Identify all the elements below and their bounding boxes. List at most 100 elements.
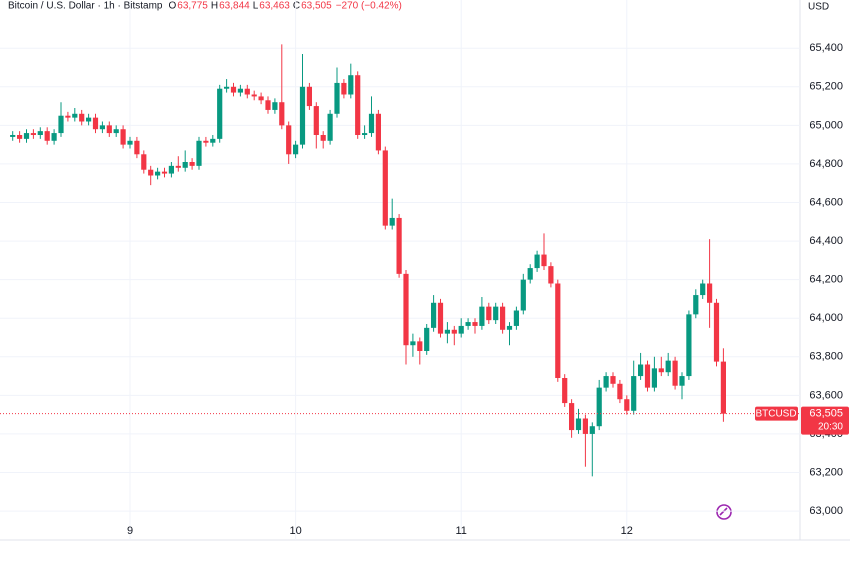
- candle-body: [258, 96, 264, 101]
- candle-body: [396, 217, 402, 274]
- candle-body: [306, 86, 312, 107]
- candle-body: [479, 306, 485, 326]
- candle-body: [575, 418, 582, 431]
- ohlc-h: 63,844: [219, 1, 250, 12]
- candle-body: [465, 322, 471, 326]
- candle-body: [493, 306, 499, 321]
- candle-body: [196, 140, 202, 166]
- candle-body: [134, 140, 140, 155]
- candle-body: [472, 322, 478, 326]
- candle-body: [458, 325, 464, 334]
- candle-body: [355, 75, 361, 135]
- candle-body: [720, 361, 726, 414]
- candle-body: [92, 117, 99, 130]
- candle-body: [610, 376, 616, 384]
- candle-body: [210, 138, 216, 143]
- candle-body: [582, 418, 588, 434]
- candle-body: [603, 376, 609, 388]
- candle-body: [120, 129, 126, 145]
- candle-body: [713, 302, 720, 362]
- candle-body: [658, 368, 664, 373]
- price-tag-label: 63,505: [809, 408, 843, 420]
- candle-body: [700, 283, 706, 296]
- candle-body: [313, 106, 319, 135]
- ohlc-l-label: L: [253, 1, 259, 12]
- y-tick-label: 63,600: [809, 389, 843, 401]
- candle-body: [251, 94, 257, 97]
- price-tag: [801, 406, 849, 435]
- candle-body: [589, 426, 595, 434]
- ohlc-l: 63,463: [259, 1, 290, 12]
- candle-body: [665, 360, 671, 373]
- candle-body: [451, 329, 457, 334]
- candle-body: [596, 387, 602, 427]
- symbol-title: Bitcoin / U.S. Dollar · 1h · Bitstamp: [8, 1, 163, 12]
- y-tick-label: 64,600: [809, 196, 843, 208]
- candle-body: [534, 254, 540, 269]
- candle-body: [244, 88, 250, 95]
- candle-body: [51, 133, 57, 141]
- candle-body: [368, 113, 375, 134]
- candle-body: [155, 171, 161, 176]
- candle-body: [410, 341, 416, 346]
- candle-body: [203, 140, 209, 143]
- candle-body: [299, 86, 306, 145]
- candle-body: [99, 125, 105, 130]
- candle-body: [65, 115, 71, 118]
- y-tick-label: 65,400: [809, 42, 843, 54]
- brand-icon: [716, 504, 732, 520]
- candle-body: [520, 279, 526, 311]
- candle-body: [362, 133, 368, 135]
- candle-body: [113, 129, 119, 134]
- ohlc-c-label: C: [293, 1, 300, 12]
- candle-body: [141, 154, 147, 170]
- candle-body: [265, 100, 271, 110]
- candle-body: [555, 283, 561, 378]
- candle-body: [106, 125, 112, 134]
- candle-body: [189, 162, 195, 166]
- candle-body: [224, 86, 230, 89]
- y-tick-label: 64,400: [809, 235, 843, 247]
- ohlc-o: 63,775: [177, 1, 208, 12]
- candle-body: [444, 329, 450, 334]
- y-tick-label: 63,200: [809, 466, 843, 478]
- candle-body: [417, 341, 423, 351]
- candle-body: [707, 283, 713, 303]
- candle-body: [334, 82, 340, 114]
- candle-body: [327, 113, 333, 141]
- candle-body: [562, 378, 568, 404]
- candle-body: [431, 302, 437, 328]
- y-tick-label: 65,200: [809, 81, 843, 93]
- candle-body: [37, 131, 43, 135]
- candle-body: [17, 135, 23, 139]
- x-tick-label: 11: [455, 525, 466, 537]
- candle-body: [506, 325, 513, 330]
- candle-body: [237, 88, 243, 93]
- candle-body: [175, 165, 181, 168]
- candle-body: [30, 133, 36, 135]
- candle-body: [279, 102, 285, 126]
- candle-body: [127, 140, 133, 145]
- candle-body: [375, 113, 381, 151]
- candle-body: [286, 125, 292, 155]
- candle-body: [500, 306, 506, 330]
- candle-body: [10, 135, 16, 137]
- ohlc-change: −270 (−0.42%): [336, 1, 402, 12]
- candle-body: [230, 86, 237, 93]
- y-tick-label: 65,000: [809, 119, 843, 131]
- candle-body: [58, 115, 64, 134]
- candle-body: [638, 364, 644, 377]
- candle-body: [348, 75, 354, 95]
- candle-body: [272, 102, 278, 110]
- candle-body: [168, 165, 174, 174]
- candle-body: [548, 266, 554, 284]
- candle-body: [679, 376, 685, 386]
- candle-body: [23, 133, 30, 139]
- candle-body: [44, 131, 50, 141]
- candle-body: [624, 399, 630, 411]
- candle-body: [403, 273, 409, 346]
- candle-body: [527, 268, 533, 280]
